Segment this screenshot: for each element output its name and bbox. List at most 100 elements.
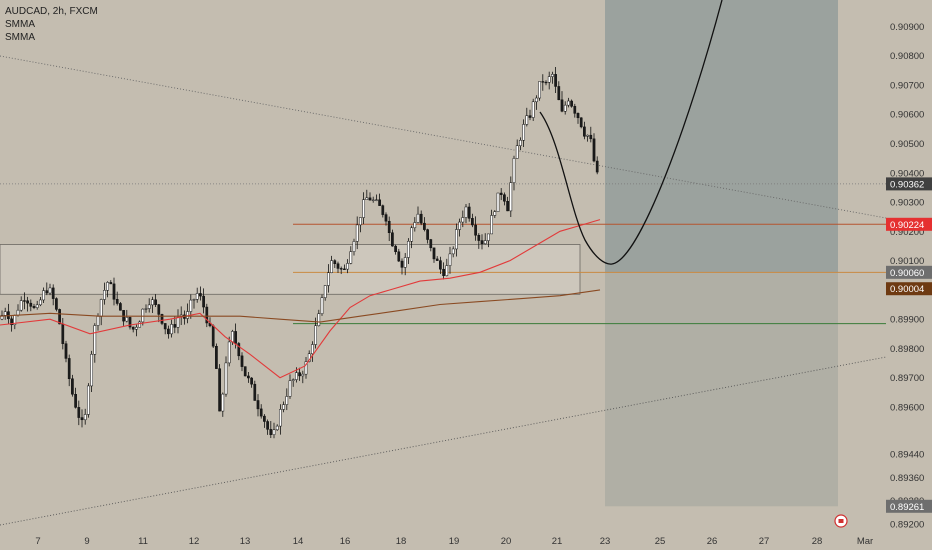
- candle-body[interactable]: [403, 257, 407, 268]
- candle-body[interactable]: [16, 309, 20, 316]
- candle-body[interactable]: [93, 325, 97, 355]
- candle-body[interactable]: [439, 260, 442, 270]
- candle-body[interactable]: [339, 268, 343, 270]
- candle-body[interactable]: [279, 409, 282, 427]
- candle-body[interactable]: [451, 248, 455, 255]
- candle-body[interactable]: [426, 229, 429, 240]
- candle-body[interactable]: [509, 182, 513, 212]
- candle-body[interactable]: [234, 331, 237, 344]
- candle-body[interactable]: [272, 429, 276, 435]
- candle-body[interactable]: [167, 328, 170, 335]
- candle-body[interactable]: [400, 260, 404, 268]
- candle-body[interactable]: [461, 217, 465, 223]
- candle-body[interactable]: [74, 393, 77, 408]
- candle-body[interactable]: [525, 115, 529, 125]
- candle-body[interactable]: [224, 362, 228, 395]
- candle-body[interactable]: [263, 415, 266, 422]
- candle-body[interactable]: [151, 299, 154, 306]
- candle-body[interactable]: [186, 311, 189, 319]
- candle-body[interactable]: [595, 160, 599, 173]
- candle-body[interactable]: [432, 247, 436, 260]
- candle-body[interactable]: [477, 234, 481, 241]
- candle-body[interactable]: [301, 373, 305, 377]
- candle-body[interactable]: [541, 81, 545, 83]
- candle-body[interactable]: [429, 239, 433, 249]
- candle-body[interactable]: [419, 213, 423, 224]
- candle-body[interactable]: [435, 258, 439, 261]
- candle-body[interactable]: [362, 199, 365, 218]
- candle-body[interactable]: [103, 290, 106, 300]
- candle-body[interactable]: [170, 324, 173, 335]
- candle-body[interactable]: [387, 220, 391, 233]
- candle-body[interactable]: [119, 303, 122, 311]
- candle-body[interactable]: [285, 396, 289, 405]
- candle-body[interactable]: [42, 290, 45, 301]
- candle-body[interactable]: [560, 99, 564, 112]
- candle-body[interactable]: [343, 268, 346, 270]
- descending-trendline[interactable]: [0, 55, 887, 219]
- candle-body[interactable]: [128, 317, 132, 328]
- candle-body[interactable]: [125, 317, 129, 322]
- candle-body[interactable]: [205, 306, 209, 324]
- candle-body[interactable]: [247, 375, 250, 379]
- candle-body[interactable]: [173, 324, 177, 328]
- candle-body[interactable]: [141, 308, 145, 323]
- candle-body[interactable]: [416, 213, 420, 223]
- candle-body[interactable]: [115, 299, 119, 304]
- candle-body[interactable]: [544, 81, 548, 84]
- candle-body[interactable]: [135, 326, 138, 330]
- candle-body[interactable]: [64, 343, 68, 359]
- candle-body[interactable]: [240, 355, 244, 367]
- candle-body[interactable]: [391, 232, 394, 247]
- candle-body[interactable]: [355, 224, 359, 242]
- candle-body[interactable]: [106, 282, 109, 291]
- candle-body[interactable]: [490, 215, 493, 235]
- candle-body[interactable]: [589, 134, 593, 140]
- candle-body[interactable]: [384, 214, 388, 222]
- candle-body[interactable]: [157, 304, 161, 315]
- candle-body[interactable]: [71, 378, 74, 395]
- candle-body[interactable]: [522, 124, 525, 141]
- candle-body[interactable]: [570, 100, 573, 107]
- candle-body[interactable]: [365, 197, 369, 200]
- candle-body[interactable]: [138, 321, 141, 328]
- candle-body[interactable]: [359, 217, 362, 226]
- candle-body[interactable]: [567, 100, 570, 106]
- candle-body[interactable]: [26, 300, 29, 304]
- candle-body[interactable]: [503, 194, 506, 202]
- candle-body[interactable]: [256, 400, 260, 410]
- candle-body[interactable]: [80, 417, 84, 421]
- candle-body[interactable]: [573, 106, 577, 114]
- candle-body[interactable]: [493, 211, 497, 216]
- candle-body[interactable]: [3, 311, 7, 316]
- indicator-smma-1[interactable]: SMMA: [5, 19, 35, 30]
- candle-body[interactable]: [455, 229, 458, 250]
- candle-body[interactable]: [259, 408, 263, 417]
- candle-body[interactable]: [163, 323, 167, 330]
- candle-body[interactable]: [375, 199, 378, 201]
- candle-body[interactable]: [423, 222, 426, 230]
- candle-body[interactable]: [160, 314, 164, 324]
- candle-body[interactable]: [35, 304, 39, 308]
- indicator-smma-2[interactable]: SMMA: [5, 32, 35, 43]
- candle-body[interactable]: [112, 283, 116, 300]
- candle-body[interactable]: [211, 325, 215, 347]
- candle-body[interactable]: [147, 304, 151, 309]
- candle-body[interactable]: [48, 287, 52, 294]
- candle-body[interactable]: [266, 421, 269, 430]
- candle-body[interactable]: [371, 199, 375, 201]
- candle-body[interactable]: [298, 372, 301, 377]
- candle-body[interactable]: [0, 315, 4, 320]
- candle-body[interactable]: [237, 343, 241, 357]
- candle-body[interactable]: [96, 316, 100, 326]
- candle-body[interactable]: [51, 287, 55, 299]
- smma-slow-line[interactable]: [0, 289, 601, 323]
- candle-body[interactable]: [442, 268, 445, 276]
- candle-body[interactable]: [109, 282, 113, 285]
- candle-body[interactable]: [487, 233, 490, 241]
- candle-body[interactable]: [554, 74, 557, 87]
- candle-body[interactable]: [199, 293, 202, 297]
- candle-body[interactable]: [512, 158, 516, 183]
- candle-body[interactable]: [195, 293, 199, 300]
- candle-body[interactable]: [221, 393, 225, 412]
